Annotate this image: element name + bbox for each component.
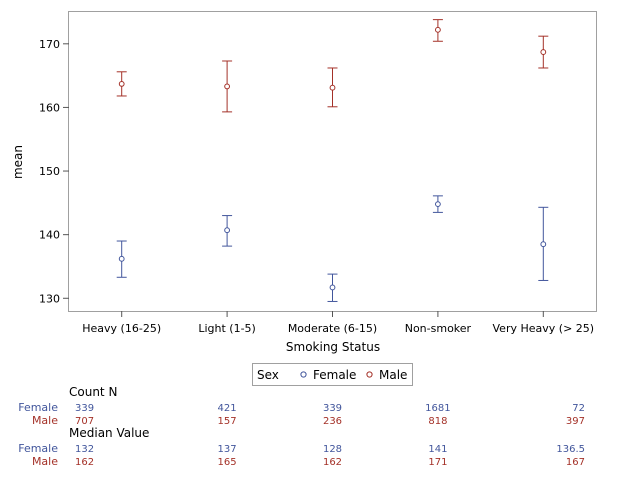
stats-value: 818 xyxy=(428,416,447,427)
x-tick-label: Very Heavy (> 25) xyxy=(493,322,595,335)
mean-point-male xyxy=(224,83,231,90)
stats-value: 421 xyxy=(218,403,237,414)
legend: Sex Female Male xyxy=(252,363,413,386)
stats-value: 72 xyxy=(572,403,585,414)
y-tick-label: 150 xyxy=(39,165,60,178)
series-male xyxy=(116,19,549,113)
stats-value: 137 xyxy=(218,444,237,455)
y-tick-label: 130 xyxy=(39,292,60,305)
stats-row-label: Male xyxy=(32,414,58,427)
legend-marker-male xyxy=(366,371,373,378)
x-axis-label: Smoking Status xyxy=(286,340,380,354)
mean-point-female xyxy=(224,227,231,234)
stats-value: 136.5 xyxy=(556,444,585,455)
y-tick-label: 160 xyxy=(39,101,60,114)
stats-value: 165 xyxy=(218,457,237,468)
stats-value: 707 xyxy=(75,416,94,427)
mean-point-female xyxy=(118,255,125,262)
y-axis: 130 140 150 160 170 xyxy=(39,38,69,305)
mean-point-male xyxy=(435,26,441,33)
stats-value: 157 xyxy=(218,416,237,427)
mean-point-female xyxy=(540,241,547,248)
stats-value: 397 xyxy=(566,416,585,427)
stats-value: 339 xyxy=(323,403,342,414)
mean-point-male xyxy=(540,49,547,55)
legend-frame xyxy=(252,363,413,386)
stats-row-label: Male xyxy=(32,455,58,468)
y-tick-label: 140 xyxy=(39,229,60,242)
stats-value: 167 xyxy=(566,457,585,468)
legend-marker-female xyxy=(300,371,307,378)
stats-value: 128 xyxy=(323,444,342,455)
mean-point-male xyxy=(118,80,125,87)
stats-value: 1681 xyxy=(425,403,450,414)
legend-label-male: Male xyxy=(379,368,407,382)
plot-series xyxy=(116,19,549,302)
x-tick-label: Non-smoker xyxy=(405,322,472,335)
y-tick-label: 170 xyxy=(39,38,60,51)
legend-label-female: Female xyxy=(313,368,356,382)
mean-point-male xyxy=(329,84,336,91)
x-tick-label: Heavy (16-25) xyxy=(82,322,161,335)
stats-value: 171 xyxy=(428,457,447,468)
stats-value: 339 xyxy=(75,403,94,414)
stats-value: 141 xyxy=(428,444,447,455)
mean-point-female xyxy=(435,201,441,208)
stats-value: 236 xyxy=(323,416,342,427)
stats-block-title: Count N xyxy=(69,385,117,399)
mean-point-female xyxy=(329,284,336,291)
stats-value: 162 xyxy=(323,457,342,468)
stats-row-label: Female xyxy=(18,442,58,455)
y-axis-label: mean xyxy=(11,145,25,179)
x-tick-label: Light (1-5) xyxy=(198,322,256,335)
series-female xyxy=(116,195,549,302)
x-axis: Heavy (16-25) Light (1-5) Moderate (6-15) N… xyxy=(82,311,594,335)
x-tick-label: Moderate (6-15) xyxy=(288,322,377,335)
stats-block-title: Median Value xyxy=(69,426,149,440)
stats-value: 162 xyxy=(75,457,94,468)
stats-row-label: Female xyxy=(18,401,58,414)
legend-title: Sex xyxy=(257,368,279,382)
stats-value: 132 xyxy=(75,444,94,455)
stats-table: Count N Female 339 421 339 1681 72 Male 707 157 23… xyxy=(18,385,585,468)
